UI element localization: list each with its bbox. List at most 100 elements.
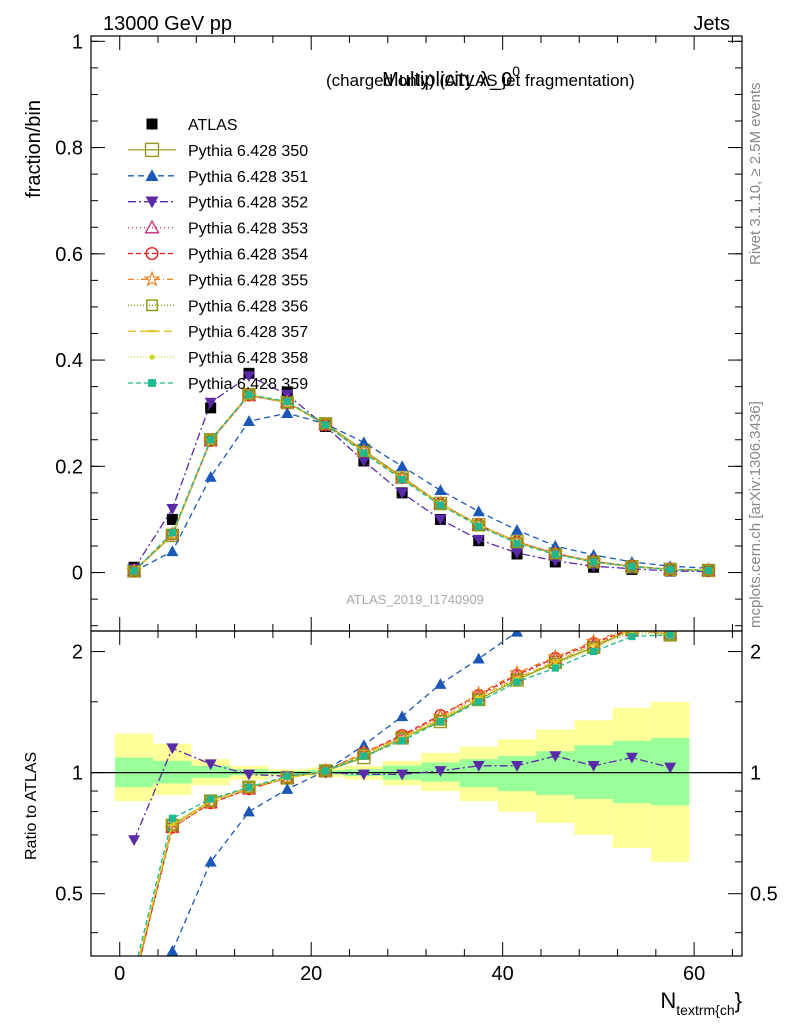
- legend-label: Pythia 6.428 358: [188, 350, 308, 367]
- data-point: [396, 460, 409, 472]
- data-point: [398, 475, 406, 484]
- data-point: [434, 484, 447, 496]
- data-point: [205, 434, 217, 446]
- ratio-point: [549, 603, 561, 614]
- ratio-point: [207, 795, 215, 803]
- legend-label: Pythia 6.428 357: [188, 324, 308, 341]
- ratio-point: [130, 968, 137, 975]
- main-ytick-label: 0.6: [55, 244, 83, 266]
- data-point: [281, 397, 293, 409]
- ratio-point: [549, 751, 562, 762]
- data-point: [511, 524, 524, 535]
- ratio-line: [133, 747, 671, 841]
- xlabel-sub: textrm{ch: [676, 1002, 734, 1018]
- ratio-ytick-label: 0.5: [55, 884, 83, 906]
- legend-label: Pythia 6.428 353: [188, 221, 308, 238]
- data-point: [396, 488, 409, 499]
- ratio-point: [663, 631, 677, 642]
- xlabel-main: N: [660, 988, 676, 1013]
- ratio-point: [166, 945, 179, 956]
- ratio-ytick-label-right: 2: [750, 642, 761, 664]
- legend-entry: Pythia 6.428 354: [128, 247, 308, 264]
- legend-marker: [146, 299, 158, 312]
- legend-label: Pythia 6.428 359: [188, 376, 308, 393]
- legend-marker: [143, 270, 161, 287]
- data-point: [434, 514, 447, 526]
- legend-entry: Pythia 6.428 350: [128, 142, 308, 160]
- data-point: [704, 566, 713, 575]
- ratio-line: [138, 631, 671, 956]
- legend-label: Pythia 6.428 355: [188, 272, 308, 289]
- series-line: [133, 393, 709, 572]
- legend-label: Pythia 6.428 350: [188, 143, 308, 160]
- data-point: [166, 545, 179, 557]
- series-line: [133, 393, 709, 572]
- ratio-uncertainty-bands: [91, 701, 742, 862]
- ratio-point: [281, 783, 294, 794]
- ratio-point: [128, 976, 141, 988]
- data-point: [666, 565, 674, 573]
- ratio-point: [321, 767, 330, 775]
- ratio-frame: [90, 630, 743, 957]
- ratio-point: [625, 752, 638, 764]
- data-point: [360, 449, 368, 457]
- legend-entry: ATLAS: [146, 117, 238, 134]
- main-title-sup: 0: [512, 63, 520, 79]
- ratio-point: [243, 781, 255, 793]
- side-label-rivet: Rivet 3.1.10, ≥ 2.5M events: [747, 83, 764, 266]
- ratio-xtick-label: 40: [492, 963, 514, 985]
- series-pythia-6.428-353: [126, 388, 716, 577]
- ratio-ylabel: Ratio to ATLAS: [23, 752, 40, 860]
- series-pythia-6.428-356: [128, 389, 714, 577]
- data-point: [166, 513, 178, 525]
- ratio-point: [396, 769, 409, 781]
- ratio-point: [434, 766, 447, 777]
- legend-marker: [145, 169, 159, 181]
- data-point: [511, 537, 523, 549]
- series-pythia-6.428-359: [130, 390, 713, 575]
- legend-label: Pythia 6.428 352: [188, 195, 308, 212]
- series-pythia-6.428-355: [126, 387, 717, 578]
- ratio-point: [242, 805, 255, 817]
- series-line: [133, 393, 709, 572]
- ratio-point: [472, 760, 485, 772]
- ratio-point: [588, 581, 600, 592]
- data-point: [168, 529, 176, 537]
- series-line: [133, 375, 709, 573]
- ratio-point: [357, 769, 370, 781]
- legend: ATLAS Pythia 6.428 350 Pythia 6.428 351 Pyt…: [128, 117, 308, 393]
- ratio-xtick-label: 20: [300, 963, 322, 985]
- ratio-series-pythia-6.428-359: [130, 631, 674, 975]
- ratio-point: [513, 678, 521, 686]
- inner-band-bin: [191, 765, 230, 778]
- data-point: [472, 505, 485, 517]
- ratio-point: [242, 769, 255, 781]
- ratio-point: [132, 975, 137, 980]
- legend-entry: Pythia 6.428 352: [128, 195, 308, 212]
- series-line: [133, 393, 709, 572]
- ratio-point: [664, 762, 677, 774]
- ratio-line: [140, 631, 671, 956]
- legend-entry: Pythia 6.428 353: [128, 219, 308, 238]
- legend-label: Pythia 6.428 356: [188, 298, 308, 315]
- ratio-point: [511, 760, 524, 772]
- main-ytick-label: 1: [72, 31, 83, 53]
- data-point: [551, 550, 559, 559]
- series-line: [133, 394, 709, 572]
- ratio-point: [475, 698, 483, 706]
- main-title-suffix: (charged only) (ATLAS jet fragmentation): [326, 71, 635, 90]
- ratio-point: [320, 765, 332, 777]
- legend-marker: [145, 196, 159, 209]
- legend-label: ATLAS: [188, 117, 238, 134]
- ratio-point: [511, 631, 524, 637]
- ratio-xlabel: Ntextrm{ch}: [660, 988, 742, 1018]
- legend-entry: Pythia 6.428 356: [128, 298, 308, 315]
- data-point: [513, 539, 521, 547]
- ratio-point: [245, 783, 253, 791]
- ratio-point: [360, 752, 368, 760]
- data-point: [207, 436, 215, 444]
- data-point: [472, 534, 485, 546]
- watermark: ATLAS_2019_I1740909: [346, 592, 484, 607]
- series-pythia-6.428-358: [131, 392, 711, 574]
